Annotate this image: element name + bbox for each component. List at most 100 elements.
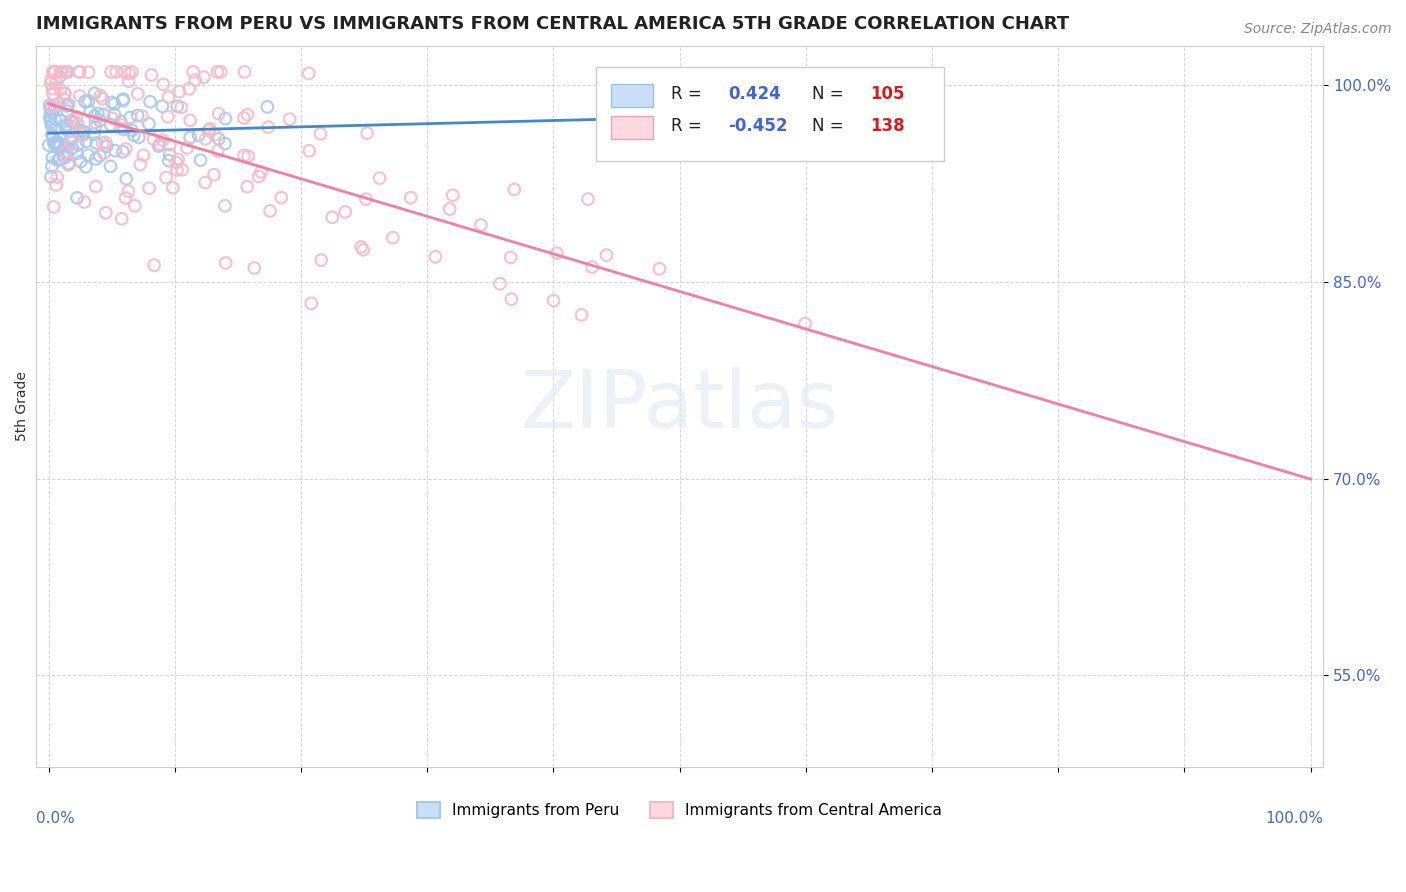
Point [236,179,259,194]
Point [156,110,179,124]
Point [142,132,165,146]
Point [84,152,107,166]
Point [55,65,77,79]
Point [170,100,193,114]
Point [169,85,191,99]
Point [56,104,79,119]
Point [117,74,139,88]
Point [41,151,63,165]
Point [45,178,67,192]
Point [75,160,97,174]
Point [179,82,201,96]
Point [356,126,378,140]
Point [256,100,278,114]
Point [595,248,617,262]
Point [41,81,63,95]
Point [157,90,180,104]
Point [111,145,134,159]
Point [148,137,170,152]
Point [501,292,523,306]
Point [270,191,292,205]
Point [53,65,76,79]
Point [648,261,671,276]
Point [58,158,80,172]
Point [194,176,217,190]
Point [350,240,373,254]
Point [546,246,568,260]
Point [543,293,565,308]
Point [39,77,62,91]
Point [187,128,209,143]
Point [118,67,141,81]
Point [41,159,63,173]
Point [111,211,134,226]
Point [170,162,193,177]
Point [159,137,181,152]
Point [127,108,149,122]
Point [104,144,127,158]
Point [83,87,105,101]
Point [41,105,63,120]
Point [84,179,107,194]
Point [67,65,90,79]
Point [299,296,322,310]
Point [489,277,512,291]
Text: 105: 105 [870,85,904,103]
Point [53,138,76,153]
Point [60,132,83,146]
Point [89,149,111,163]
Point [42,87,65,101]
Point [132,148,155,162]
Point [101,112,124,126]
Point [141,68,163,82]
Point [56,65,79,79]
Point [112,92,135,106]
Point [209,65,232,79]
Point [152,77,174,91]
Y-axis label: 5th Grade: 5th Grade [15,372,30,442]
Point [166,162,188,177]
Point [157,153,180,168]
Point [59,135,82,149]
Point [112,94,135,108]
Point [110,114,132,128]
Point [46,140,69,154]
FancyBboxPatch shape [612,116,652,139]
Point [214,256,236,270]
Point [278,112,301,127]
Point [45,76,67,90]
Point [53,87,76,101]
Point [162,180,184,194]
Point [193,70,215,84]
Point [124,199,146,213]
Point [181,65,204,79]
Point [55,120,77,135]
Point [66,118,89,132]
Point [439,202,461,216]
Point [84,120,107,135]
Text: IMMIGRANTS FROM PERU VS IMMIGRANTS FROM CENTRAL AMERICA 5TH GRADE CORRELATION CH: IMMIGRANTS FROM PERU VS IMMIGRANTS FROM … [37,15,1069,33]
Point [425,250,447,264]
Point [167,153,190,167]
Point [77,148,100,162]
Point [93,108,115,122]
Point [44,98,66,112]
Point [75,95,97,109]
Text: R =: R = [671,85,707,103]
Point [75,134,97,148]
Point [194,132,217,146]
Text: N =: N = [813,85,849,103]
Point [93,146,115,161]
Point [87,106,110,120]
Point [298,66,321,80]
Point [179,130,201,145]
Point [176,141,198,155]
Point [46,153,69,168]
Point [571,308,593,322]
Point [576,192,599,206]
FancyBboxPatch shape [596,67,943,161]
Point [96,139,118,153]
Point [66,191,89,205]
Point [77,65,100,79]
Point [38,138,60,153]
